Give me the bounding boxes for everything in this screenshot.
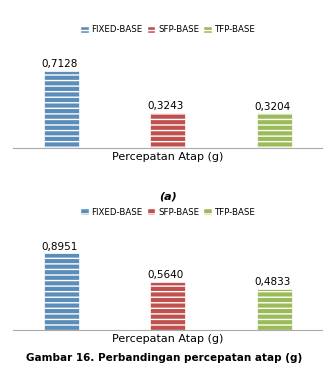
Text: 0,5640: 0,5640	[147, 270, 184, 280]
Text: Gambar 16. Perbandingan percepatan atap (g): Gambar 16. Perbandingan percepatan atap …	[26, 353, 303, 363]
Text: 0,3204: 0,3204	[254, 102, 291, 112]
Text: (a): (a)	[159, 192, 177, 202]
Text: 0,4833: 0,4833	[254, 277, 291, 287]
Bar	[257, 113, 292, 148]
Bar	[257, 289, 292, 330]
X-axis label: Percepatan Atap (g): Percepatan Atap (g)	[112, 152, 223, 162]
Legend: FIXED-BASE, SFP-BASE, TFP-BASE: FIXED-BASE, SFP-BASE, TFP-BASE	[80, 25, 256, 34]
Text: 0,8951: 0,8951	[41, 242, 77, 252]
Bar	[150, 113, 185, 148]
Bar	[150, 282, 185, 330]
Bar	[43, 71, 79, 148]
X-axis label: Percepatan Atap (g): Percepatan Atap (g)	[112, 334, 223, 345]
Legend: FIXED-BASE, SFP-BASE, TFP-BASE: FIXED-BASE, SFP-BASE, TFP-BASE	[80, 208, 256, 217]
Text: 0,3243: 0,3243	[147, 101, 184, 112]
Text: 0,7128: 0,7128	[41, 59, 77, 69]
Bar	[43, 253, 79, 330]
